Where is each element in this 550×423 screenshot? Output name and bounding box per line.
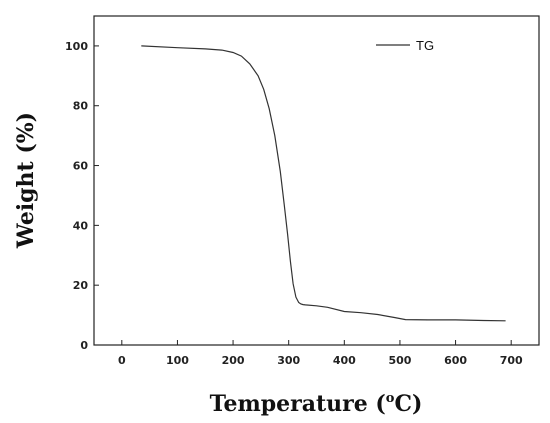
plot-frame (93, 15, 540, 346)
x-axis-ticks: 0 100 200 300 400 500 600 700 (118, 340, 523, 367)
y-tick-label: 40 (73, 219, 89, 232)
x-axis-title-degree: o (386, 391, 395, 406)
legend-label: TG (416, 38, 434, 53)
x-tick-label: 300 (277, 354, 300, 367)
y-tick-label: 80 (73, 100, 89, 113)
x-tick-label: 600 (444, 354, 467, 367)
x-tick-label: 400 (333, 354, 356, 367)
x-tick-label: 200 (222, 354, 245, 367)
y-tick-label: 0 (80, 339, 88, 352)
x-tick-label: 500 (388, 354, 411, 367)
y-tick-label: 60 (73, 160, 89, 173)
x-axis-title-main: Temperature ( (210, 391, 386, 417)
x-tick-label: 100 (166, 354, 189, 367)
x-tick-label: 700 (500, 354, 523, 367)
series-line-tg (141, 45, 506, 322)
x-axis-title-unit: C) (394, 391, 422, 417)
x-tick-label: 0 (118, 354, 126, 367)
y-tick-label: 100 (65, 40, 88, 53)
y-axis-title: Weight (%) (13, 112, 39, 249)
y-axis-ticks: 0 20 40 60 80 100 (65, 40, 99, 352)
x-axis-title: Temperature (oC) (210, 391, 423, 417)
y-tick-label: 20 (73, 279, 89, 292)
